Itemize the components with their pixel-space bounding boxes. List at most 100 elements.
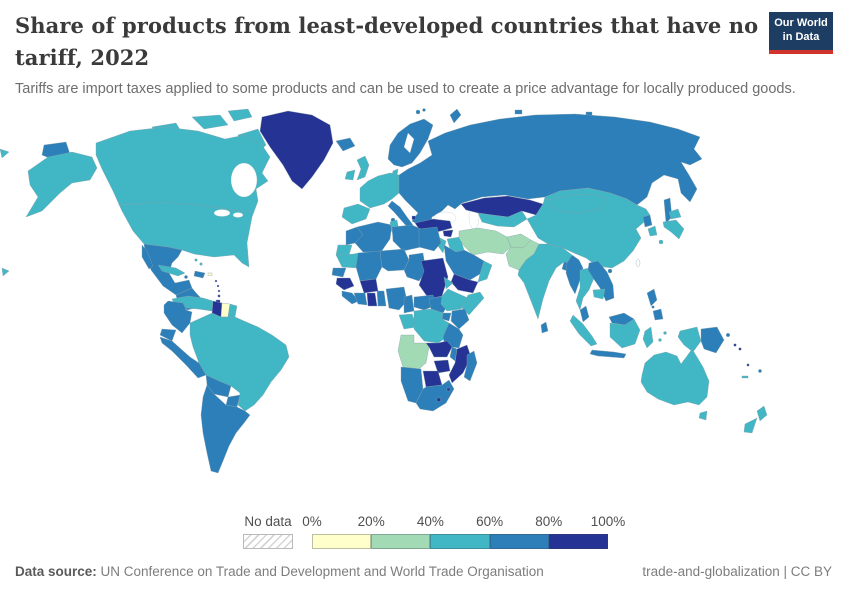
legend-swatch-20-40[interactable] xyxy=(371,534,431,549)
country-argentina-chile[interactable] xyxy=(200,384,251,474)
country-philippines-mindanao[interactable] xyxy=(652,308,664,321)
country-eritrea[interactable] xyxy=(443,276,454,290)
country-lesser-antilles-3[interactable] xyxy=(217,289,221,293)
country-kenya[interactable] xyxy=(450,308,470,330)
country-hainan[interactable] xyxy=(607,268,613,274)
country-south-korea[interactable] xyxy=(647,225,658,237)
country-canada-arctic-2[interactable] xyxy=(191,114,229,130)
country-papua-new-guinea[interactable] xyxy=(700,326,725,354)
country-united-states-alaska[interactable] xyxy=(25,151,98,218)
country-jamaica[interactable] xyxy=(184,275,188,279)
country-hispaniola[interactable] xyxy=(193,270,206,279)
country-western-sahara[interactable] xyxy=(335,244,353,256)
legend-swatch-40-60[interactable] xyxy=(430,534,490,549)
country-fragment-fiji-wrap[interactable] xyxy=(1,267,10,277)
country-mozambique[interactable] xyxy=(448,344,472,384)
country-new-britain[interactable] xyxy=(725,332,731,338)
country-lesser-antilles-2[interactable] xyxy=(216,284,220,288)
country-iceland[interactable] xyxy=(335,137,356,152)
country-indonesia-moluccas-2[interactable] xyxy=(663,331,667,335)
country-iran[interactable] xyxy=(458,227,512,256)
country-lesser-antilles-4[interactable] xyxy=(217,294,221,298)
country-chad[interactable] xyxy=(403,252,427,282)
country-montenegro[interactable] xyxy=(411,215,416,220)
country-botswana[interactable] xyxy=(422,370,443,388)
legend-swatch-60-80[interactable] xyxy=(489,534,549,549)
country-malawi[interactable] xyxy=(449,346,458,362)
country-japan-honshu[interactable] xyxy=(662,219,685,240)
country-guinea[interactable] xyxy=(335,277,355,291)
country-madagascar[interactable] xyxy=(463,350,478,382)
country-indonesia-papua[interactable] xyxy=(677,326,702,353)
country-indonesia-sulawesi[interactable] xyxy=(642,326,654,349)
country-sierra-leone-liberia[interactable] xyxy=(341,290,360,305)
country-burkina-faso[interactable] xyxy=(359,278,379,294)
country-sudan[interactable] xyxy=(418,257,449,300)
country-senegal[interactable] xyxy=(331,267,347,278)
license-note[interactable]: trade-and-globalization | CC BY xyxy=(642,564,832,579)
country-cameroon[interactable] xyxy=(403,294,415,314)
country-zimbabwe[interactable] xyxy=(433,359,451,374)
country-north-korea[interactable] xyxy=(642,214,653,228)
country-indonesia-kalimantan[interactable] xyxy=(609,318,641,349)
country-lesotho[interactable] xyxy=(436,397,441,402)
country-taiwan-no-data[interactable] xyxy=(635,259,641,267)
country-australia[interactable] xyxy=(640,348,710,406)
country-colombia[interactable] xyxy=(163,300,193,334)
country-canada-usa-mainland[interactable] xyxy=(95,126,271,268)
country-eswatini[interactable] xyxy=(446,387,451,392)
country-malaysia-peninsula[interactable] xyxy=(579,305,590,323)
country-japan-hokkaido[interactable] xyxy=(668,208,682,220)
country-vanuatu[interactable] xyxy=(746,363,750,367)
country-tasmania[interactable] xyxy=(698,410,708,421)
country-kazakhstan[interactable] xyxy=(460,195,544,218)
owid-logo[interactable]: Our World in Data xyxy=(769,12,833,54)
country-somalia[interactable] xyxy=(461,291,485,316)
country-solomon-1[interactable] xyxy=(733,343,737,347)
country-new-zealand-north[interactable] xyxy=(756,405,768,422)
legend-swatch-80-100[interactable] xyxy=(548,534,609,549)
country-brazil[interactable] xyxy=(189,312,290,412)
country-new-zealand-south[interactable] xyxy=(743,417,758,434)
country-new-caledonia[interactable] xyxy=(741,375,749,379)
country-spain-portugal[interactable] xyxy=(341,203,371,225)
country-indonesia-sumatra[interactable] xyxy=(569,314,598,347)
country-canada-arctic-ellesmere[interactable] xyxy=(227,108,253,122)
country-ghana[interactable] xyxy=(366,292,378,307)
country-angola[interactable] xyxy=(397,334,430,370)
country-mexico-baja[interactable] xyxy=(141,244,154,270)
legend-no-data-swatch[interactable] xyxy=(243,534,293,549)
country-indonesia-java[interactable] xyxy=(589,349,627,359)
country-indonesia-moluccas[interactable] xyxy=(658,338,662,342)
country-togo-benin[interactable] xyxy=(376,290,387,307)
country-libya[interactable] xyxy=(391,224,422,252)
country-nigeria[interactable] xyxy=(385,286,408,311)
country-philippines-luzon[interactable] xyxy=(646,288,658,307)
country-south-africa[interactable] xyxy=(415,379,455,412)
country-bahamas[interactable] xyxy=(194,258,198,262)
country-niger[interactable] xyxy=(379,248,410,272)
country-japan-kyushu[interactable] xyxy=(658,239,664,245)
country-svalbard[interactable] xyxy=(415,109,421,115)
country-greenland[interactable] xyxy=(259,110,334,190)
country-sakhalin[interactable] xyxy=(663,197,673,224)
country-novaya-zemlya[interactable] xyxy=(449,108,462,124)
country-lesser-antilles-1[interactable] xyxy=(214,279,218,283)
legend-swatch-0-20[interactable] xyxy=(312,534,372,549)
country-oman[interactable] xyxy=(477,260,493,283)
country-svalbard-2[interactable] xyxy=(422,108,426,112)
country-syria[interactable] xyxy=(442,229,454,238)
country-mali[interactable] xyxy=(355,250,383,282)
country-sri-lanka[interactable] xyxy=(540,321,549,334)
country-mauritania[interactable] xyxy=(335,252,359,269)
country-cambodia[interactable] xyxy=(592,288,606,300)
country-united-kingdom[interactable] xyxy=(356,155,370,181)
country-myanmar[interactable] xyxy=(565,254,584,295)
country-ireland[interactable] xyxy=(344,169,356,181)
country-bahamas-2[interactable] xyxy=(199,262,203,266)
country-cote-divoire[interactable] xyxy=(353,292,368,306)
country-solomon-2[interactable] xyxy=(738,347,742,351)
country-severnaya-zemlya[interactable] xyxy=(514,109,523,115)
country-laos-vietnam[interactable] xyxy=(587,260,615,302)
country-fiji[interactable] xyxy=(758,369,762,373)
